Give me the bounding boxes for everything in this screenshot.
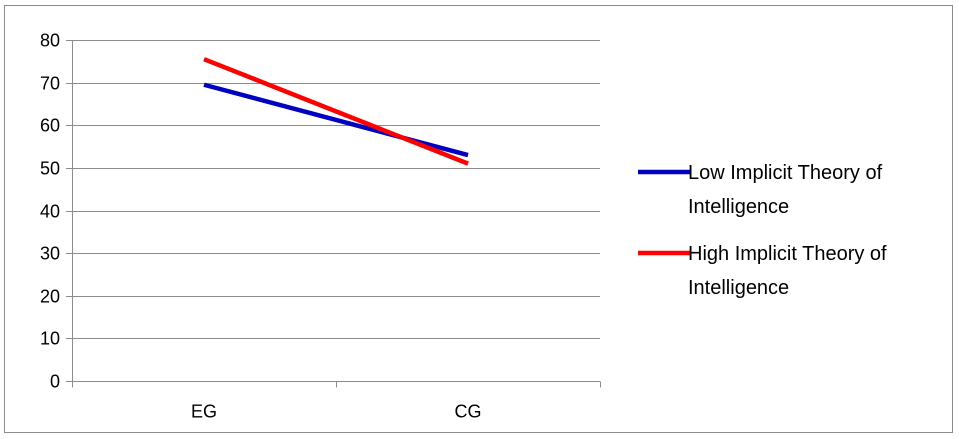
y-tick-label: 10 <box>40 329 60 349</box>
y-tick-label: 70 <box>40 74 60 94</box>
y-tick-label: 50 <box>40 159 60 179</box>
y-tick-label: 40 <box>40 202 60 222</box>
x-tick-label: CG <box>455 402 482 422</box>
y-tick-label: 80 <box>40 31 60 51</box>
x-tick-label: EG <box>191 402 217 422</box>
series-lines <box>203 57 469 166</box>
legend: Low Implicit Theory of Intelligence High I… <box>638 162 887 299</box>
series-line-1 <box>203 57 469 166</box>
series-line-0 <box>203 82 469 158</box>
axes: 0 10 20 30 40 50 60 70 80 EG CG <box>40 31 601 422</box>
y-tick-label: 30 <box>40 244 60 264</box>
gridlines <box>72 40 600 339</box>
y-tick-label: 60 <box>40 116 60 136</box>
legend-label-1: Intelligence <box>688 277 789 299</box>
y-tick-label: 20 <box>40 287 60 307</box>
chart-frame <box>4 5 953 433</box>
y-tick-label: 0 <box>50 372 60 392</box>
legend-label-1: High Implicit Theory of <box>688 243 887 265</box>
legend-label-0: Low Implicit Theory of <box>688 162 883 184</box>
legend-label-0: Intelligence <box>688 196 789 218</box>
